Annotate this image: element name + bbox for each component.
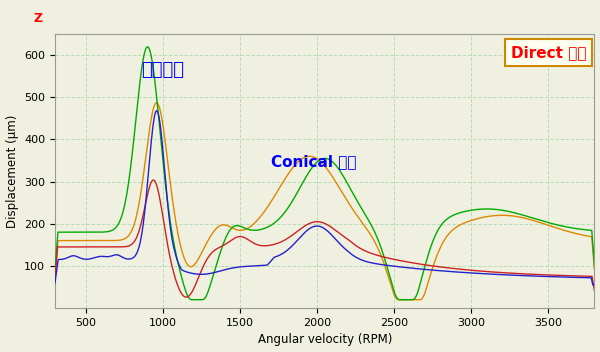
X-axis label: Angular velocity (RPM): Angular velocity (RPM): [257, 333, 392, 346]
Text: 강체모드: 강체모드: [142, 61, 184, 79]
Y-axis label: Displacement (μm): Displacement (μm): [5, 114, 19, 228]
Text: Z: Z: [34, 12, 43, 25]
Text: Conical 모드: Conical 모드: [271, 155, 356, 169]
Text: Direct 결과: Direct 결과: [511, 45, 586, 60]
